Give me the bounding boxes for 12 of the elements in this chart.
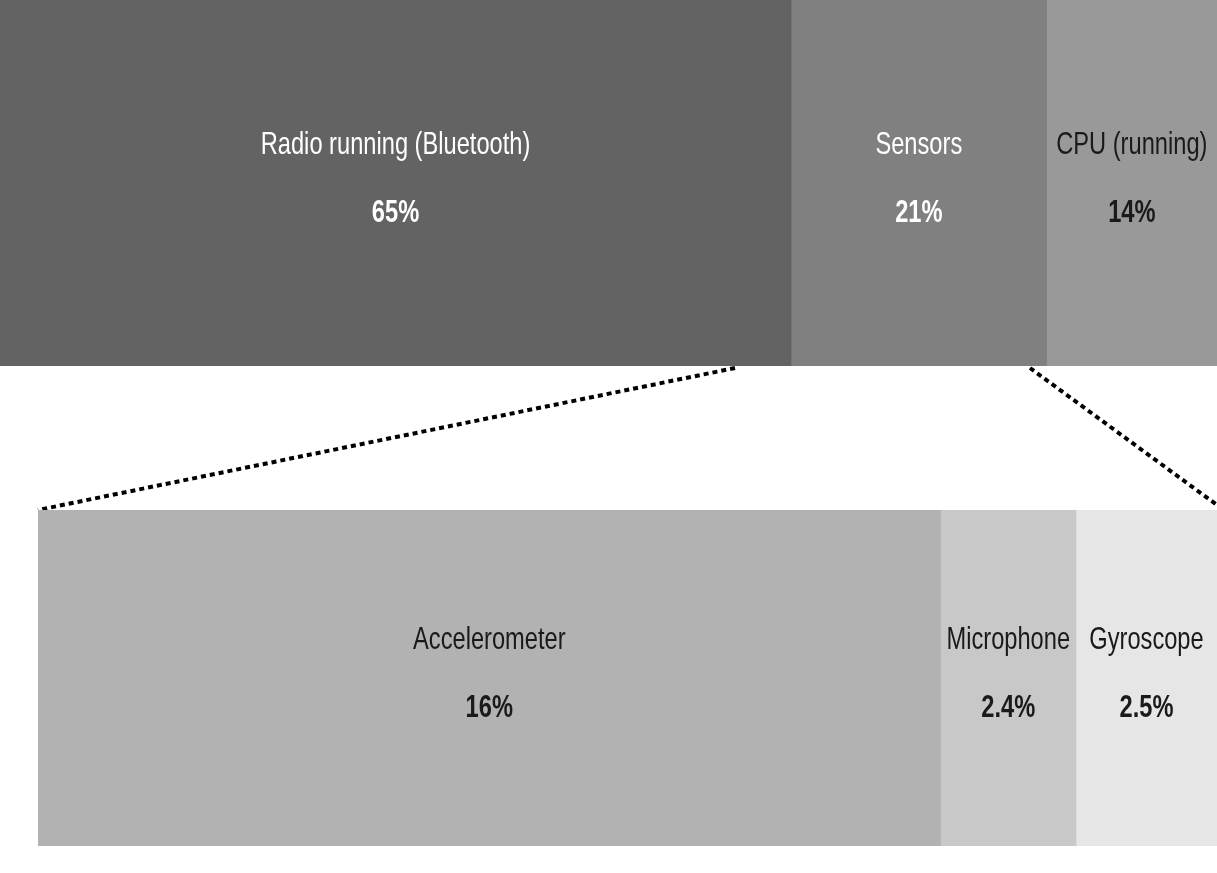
data-label: 65% — [371, 193, 420, 229]
series-label: CPU (running) — [1056, 125, 1208, 161]
series-label: Microphone — [946, 620, 1071, 656]
data-label: 2.5% — [1119, 688, 1174, 724]
data-label: 16% — [465, 688, 513, 724]
data-label: 21% — [895, 193, 943, 229]
series-label: Sensors — [875, 125, 963, 161]
series-label: Radio running (Bluetooth) — [260, 125, 531, 161]
series-label: Gyroscope — [1089, 620, 1204, 656]
data-label: 14% — [1108, 193, 1156, 229]
series-label: Accelerometer — [413, 620, 566, 656]
data-label: 2.4% — [981, 688, 1036, 724]
